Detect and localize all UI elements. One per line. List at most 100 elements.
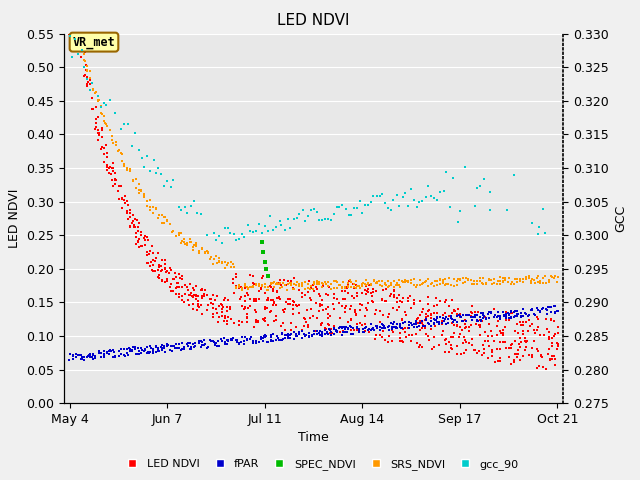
Point [174, 203, 184, 211]
Point [452, 312, 462, 320]
Point [300, 285, 310, 293]
Point [409, 296, 419, 304]
Point [166, 280, 176, 288]
Point [257, 281, 267, 289]
Point [65, 32, 75, 40]
Point [452, 310, 463, 318]
Point [79, 72, 89, 80]
Point [481, 279, 492, 287]
Point [285, 281, 296, 289]
Point [418, 305, 428, 313]
Point [366, 289, 376, 297]
Point [269, 278, 279, 286]
Point [85, 76, 95, 84]
Point [510, 337, 520, 345]
Point [524, 316, 534, 324]
Point [378, 312, 388, 319]
Point [232, 336, 242, 344]
Point [271, 312, 282, 320]
Point [185, 235, 195, 243]
Point [324, 321, 334, 328]
Point [357, 280, 367, 288]
Point [314, 331, 324, 339]
Point [364, 328, 374, 336]
Point [234, 321, 244, 329]
Point [76, 41, 86, 48]
Point [87, 94, 97, 102]
Point [392, 306, 403, 314]
Point [99, 144, 109, 152]
Point [477, 311, 488, 318]
Point [108, 139, 118, 147]
Point [357, 301, 367, 309]
Point [403, 298, 413, 305]
Point [386, 279, 396, 287]
Point [159, 344, 169, 352]
Point [319, 278, 330, 286]
Point [377, 324, 387, 331]
Point [460, 324, 470, 332]
Point [85, 67, 95, 75]
Point [303, 321, 314, 329]
Point [486, 309, 496, 317]
Point [145, 258, 156, 266]
Point [438, 317, 449, 325]
Point [429, 282, 439, 290]
Point [337, 284, 347, 291]
Point [93, 349, 104, 357]
Point [322, 328, 332, 336]
Point [358, 328, 368, 336]
Point [335, 281, 345, 289]
Point [74, 50, 84, 58]
Point [343, 318, 353, 326]
Point [71, 350, 81, 358]
Point [197, 337, 207, 345]
Point [314, 307, 324, 314]
Point [455, 313, 465, 321]
Point [356, 321, 367, 329]
Point [256, 285, 266, 293]
Point [105, 126, 115, 133]
Point [376, 333, 387, 341]
Point [289, 298, 300, 306]
Point [396, 323, 406, 331]
Point [409, 300, 419, 308]
Point [360, 327, 370, 335]
Point [226, 259, 236, 266]
Point [96, 353, 106, 361]
Point [76, 46, 86, 54]
Point [420, 277, 431, 285]
Point [79, 58, 90, 65]
Point [157, 211, 167, 219]
Point [394, 291, 404, 299]
Point [472, 349, 482, 357]
Point [504, 353, 514, 361]
Point [85, 350, 95, 358]
Point [418, 280, 428, 288]
Point [320, 216, 330, 223]
Point [360, 304, 371, 312]
Point [346, 292, 356, 300]
Point [424, 336, 434, 344]
Point [254, 338, 264, 346]
Point [253, 288, 264, 295]
Point [467, 280, 477, 288]
Point [122, 120, 132, 128]
Point [289, 336, 299, 343]
Point [349, 284, 359, 291]
Point [108, 348, 118, 356]
Point [111, 142, 121, 149]
Point [311, 327, 321, 335]
Point [280, 281, 290, 288]
Point [512, 353, 522, 360]
Point [222, 320, 232, 327]
Point [113, 147, 123, 155]
Point [483, 310, 493, 317]
Point [502, 206, 513, 214]
Point [366, 281, 376, 288]
Point [397, 316, 407, 324]
Point [196, 342, 207, 349]
Point [490, 312, 500, 319]
Point [367, 297, 377, 304]
Point [237, 230, 247, 238]
